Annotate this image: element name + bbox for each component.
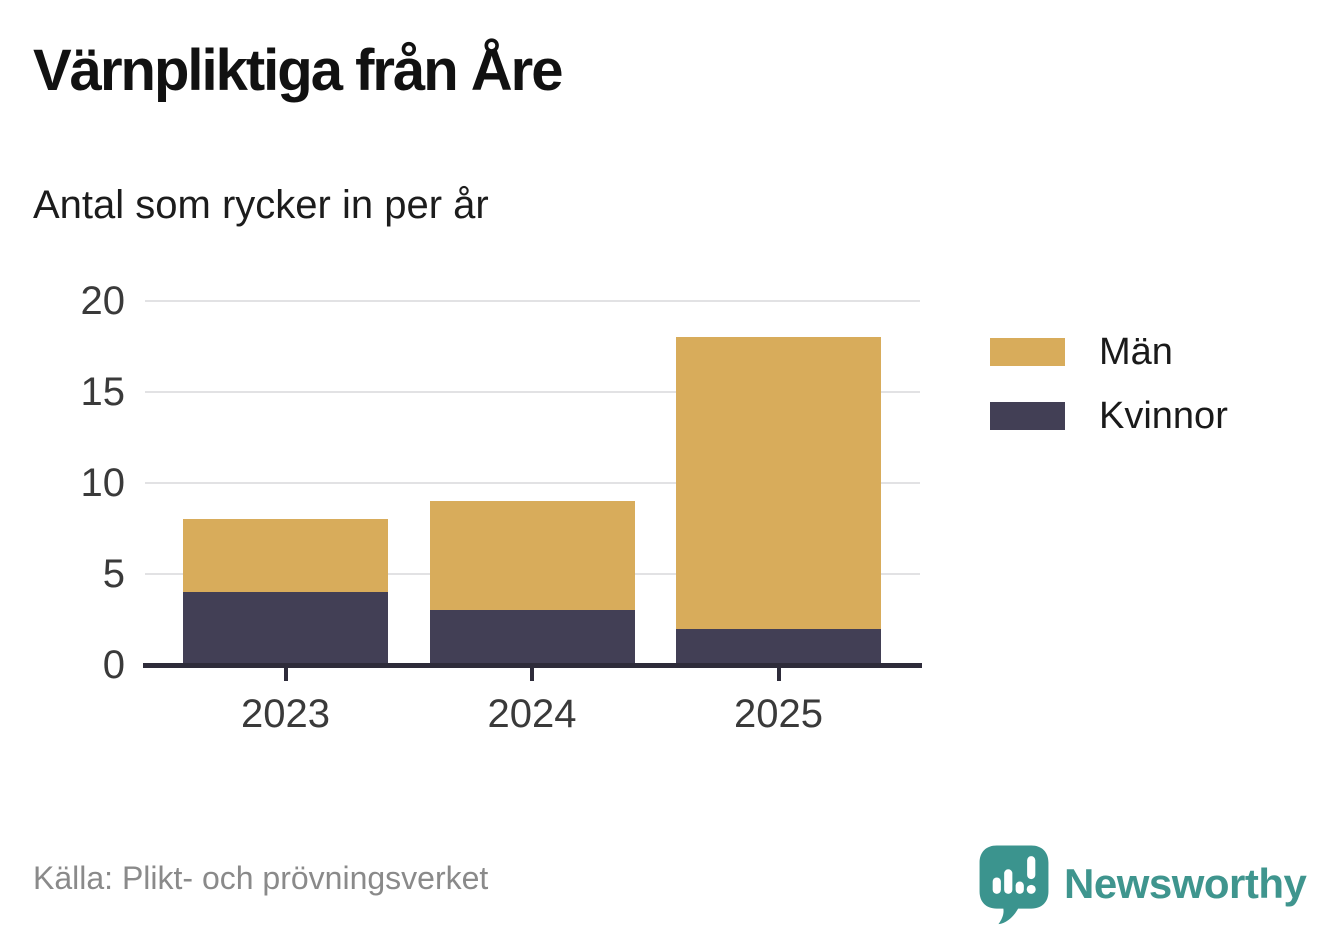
y-tick-label-5: 5 bbox=[102, 552, 125, 596]
chart-title: Värnpliktiga från Åre bbox=[33, 38, 563, 103]
bar-2024-kvinnor bbox=[429, 610, 635, 665]
bar-2025-män bbox=[676, 337, 881, 629]
legend-label-kvinnor: Kvinnor bbox=[1099, 395, 1228, 437]
bar-2023-män bbox=[183, 519, 388, 593]
source-note: Källa: Plikt- och prövningsverket bbox=[33, 860, 489, 896]
x-tick-label-2024: 2024 bbox=[487, 692, 577, 736]
x-tick-2025 bbox=[776, 668, 781, 681]
bar-2023-kvinnor bbox=[183, 592, 388, 665]
legend-item-kvinnor: Kvinnor bbox=[990, 397, 1228, 435]
x-tick-2023 bbox=[283, 668, 288, 681]
gridline-y-20 bbox=[145, 300, 920, 302]
x-axis-line bbox=[143, 663, 922, 668]
y-tick-label-20: 20 bbox=[80, 279, 126, 323]
brand-lockup: Newsworthy bbox=[977, 843, 1307, 925]
legend-swatch-män bbox=[990, 338, 1065, 366]
legend: Män Kvinnor bbox=[990, 333, 1228, 435]
x-tick-2024 bbox=[530, 668, 534, 681]
legend-swatch-kvinnor bbox=[990, 402, 1065, 430]
y-tick-label-0: 0 bbox=[102, 643, 125, 687]
bar-2024-män bbox=[429, 501, 635, 611]
gridline-y-10 bbox=[145, 482, 920, 484]
chart-subtitle: Antal som rycker in per år bbox=[33, 183, 489, 227]
bar-2025-kvinnor bbox=[676, 628, 881, 665]
y-tick-label-15: 15 bbox=[80, 370, 126, 414]
legend-item-män: Män bbox=[990, 333, 1228, 371]
legend-label-män: Män bbox=[1099, 331, 1173, 373]
brand-name: Newsworthy bbox=[1064, 860, 1307, 907]
newsworthy-logo-icon bbox=[977, 843, 1051, 925]
x-tick-label-2025: 2025 bbox=[734, 692, 823, 736]
y-tick-label-10: 10 bbox=[80, 461, 126, 505]
x-tick-label-2023: 2023 bbox=[241, 692, 330, 736]
gridline-y-15 bbox=[145, 391, 920, 393]
